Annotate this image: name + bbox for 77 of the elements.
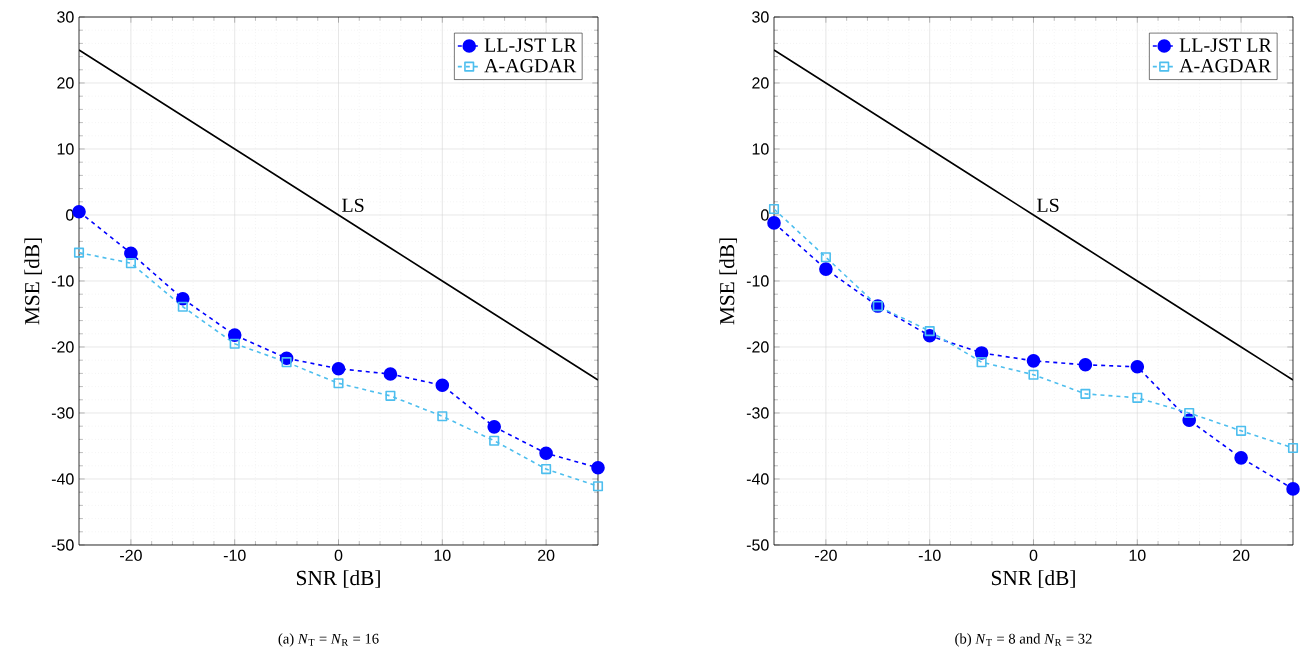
point [768, 203, 780, 215]
point [385, 390, 396, 401]
legend-label: LL-JST LR [484, 38, 577, 52]
y-tick-label: -20 [746, 341, 769, 353]
x-tick-label: -20 [815, 549, 837, 562]
y-tick-label: -10 [746, 275, 769, 287]
point [72, 204, 86, 219]
x-tick-label: 10 [1129, 549, 1146, 562]
point [331, 361, 346, 376]
point [592, 481, 604, 492]
point [1132, 392, 1143, 403]
point [227, 328, 242, 342]
point [333, 378, 344, 389]
x-axis-title: SNR [dB] [991, 570, 1075, 588]
point [591, 460, 605, 475]
legend-label: A-AGDAR [1179, 59, 1272, 73]
text: (a) N$_{T}$ = N$_{R}$ = 16 [278, 633, 379, 647]
point [437, 411, 448, 422]
y-tick-label: 0 [66, 209, 74, 221]
point [541, 464, 552, 475]
point [1184, 407, 1195, 419]
y-axis-title: MSE [dB] [719, 238, 738, 325]
point [820, 252, 831, 263]
legend-label: A-AGDAR [484, 59, 577, 73]
annotation: LS [342, 198, 364, 213]
point [1236, 425, 1247, 436]
y-tick-label: -20 [51, 341, 74, 353]
x-tick-label: -10 [223, 549, 246, 562]
x-tick-label: 20 [1232, 549, 1250, 562]
y-tick-label: 20 [57, 77, 74, 89]
x-tick-label: 10 [434, 549, 451, 562]
point [73, 247, 85, 258]
y-tick-label: -50 [51, 539, 74, 551]
point [177, 301, 188, 312]
point [924, 326, 935, 337]
point [539, 446, 553, 461]
point [229, 338, 240, 349]
point [1080, 388, 1091, 399]
text: (b) N$_{T}$ = 8 and N$_{R}$ = 32 [955, 633, 1092, 647]
point [767, 216, 781, 230]
point [125, 258, 136, 269]
y-tick-label: -10 [51, 275, 74, 287]
x-tick-label: 0 [1029, 549, 1038, 562]
x-tick-label: 20 [538, 549, 555, 562]
legend-label: LL-JST LR [1179, 38, 1272, 52]
point [1287, 442, 1299, 454]
point [1026, 354, 1041, 368]
point [489, 435, 500, 446]
y-axis-title: MSE [dB] [24, 238, 43, 325]
point [1078, 358, 1093, 372]
point [383, 367, 398, 381]
point [1028, 369, 1039, 380]
y-tick-label: 10 [57, 143, 74, 155]
point [487, 420, 501, 434]
y-tick-label: -50 [746, 539, 769, 551]
y-tick-label: 30 [57, 11, 74, 23]
annotation: LS [1037, 198, 1059, 213]
y-tick-label: 20 [752, 77, 769, 89]
point [281, 357, 292, 368]
y-tick-label: -30 [746, 407, 769, 419]
point [1130, 359, 1145, 374]
x-axis-title: SNR [dB] [296, 570, 380, 588]
x-tick-label: -20 [120, 549, 142, 562]
point [976, 357, 987, 368]
y-tick-label: 10 [752, 143, 769, 155]
y-tick-label: -40 [746, 473, 769, 485]
y-tick-label: -40 [51, 473, 74, 485]
point [1234, 451, 1248, 465]
y-tick-label: 30 [752, 11, 769, 23]
point [124, 246, 138, 261]
point [819, 262, 833, 276]
y-tick-label: 0 [761, 209, 769, 221]
x-tick-label: 0 [334, 549, 343, 562]
y-tick-label: -30 [51, 407, 74, 419]
x-tick-label: -10 [918, 549, 941, 562]
point [176, 292, 190, 306]
point [435, 378, 450, 393]
